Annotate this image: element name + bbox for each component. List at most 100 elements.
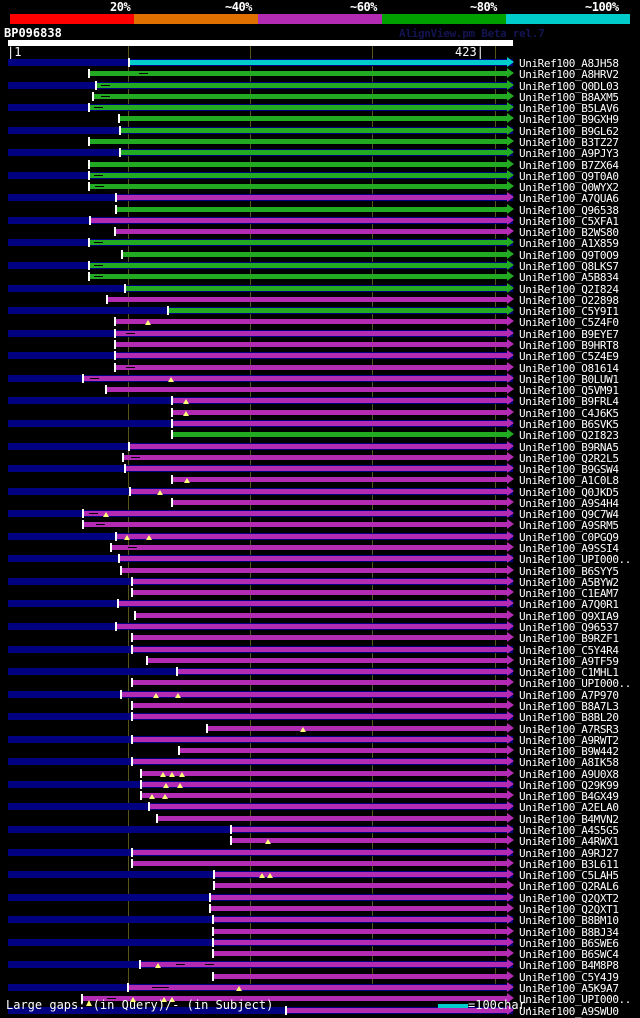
- hit-label[interactable]: UniRef100_A4RWX1: [519, 835, 619, 849]
- hit-label[interactable]: UniRef100_C5Z4E9: [519, 350, 619, 364]
- hsp-bar[interactable]: [120, 567, 507, 573]
- hsp-bar[interactable]: [89, 217, 507, 223]
- hsp-bar[interactable]: [88, 138, 507, 144]
- alignment-row[interactable]: UniRef100_Q2I824: [0, 282, 640, 296]
- alignment-row[interactable]: UniRef100_O22898: [0, 293, 640, 307]
- hit-label[interactable]: UniRef100_A9RJ27: [519, 846, 619, 860]
- hit-label[interactable]: UniRef100_B9W442: [519, 745, 619, 759]
- hsp-bar[interactable]: [212, 917, 507, 923]
- alignment-row[interactable]: UniRef100_A9PJY3: [0, 147, 640, 159]
- hit-label[interactable]: UniRef100_Q2R2L5: [519, 451, 619, 465]
- alignment-row[interactable]: UniRef100_Q2R2L5: [0, 451, 640, 465]
- hit-label[interactable]: UniRef100_B9GXH9: [519, 113, 619, 127]
- alignment-row[interactable]: UniRef100_B9W442: [0, 745, 640, 759]
- alignment-row[interactable]: UniRef100_B9EYE7: [0, 327, 640, 340]
- hit-label[interactable]: UniRef100_C5Y4J9: [519, 970, 619, 984]
- hsp-bar[interactable]: [92, 93, 507, 99]
- hit-label[interactable]: UniRef100_B3L611: [519, 857, 619, 871]
- hsp-bar[interactable]: [213, 883, 507, 889]
- hit-label[interactable]: UniRef100_Q2QXT1: [519, 903, 619, 916]
- hsp-bar[interactable]: [119, 150, 507, 156]
- hit-label[interactable]: UniRef100_B8BM10: [519, 914, 619, 928]
- hsp-bar[interactable]: [212, 939, 507, 945]
- hsp-bar[interactable]: [115, 624, 507, 629]
- hsp-bar[interactable]: [131, 680, 507, 686]
- alignment-row[interactable]: UniRef100_B9GSW4: [0, 463, 640, 475]
- hsp-bar[interactable]: [139, 962, 507, 968]
- hit-label[interactable]: UniRef100_A9RWT2: [519, 733, 619, 747]
- alignment-row[interactable]: UniRef100_C1EAM7: [0, 587, 640, 599]
- hit-label[interactable]: UniRef100_A7Q0R1: [519, 598, 619, 612]
- hsp-bar[interactable]: [117, 601, 507, 607]
- hit-label[interactable]: UniRef100_Q9XIA9: [519, 609, 619, 623]
- hit-label[interactable]: UniRef100_C5Z4F0: [519, 316, 619, 330]
- alignment-row[interactable]: UniRef100_C5Y9I1: [0, 305, 640, 319]
- alignment-row[interactable]: UniRef100_O81614: [0, 361, 640, 374]
- alignment-row[interactable]: UniRef100_B4M8P8: [0, 959, 640, 973]
- hit-label[interactable]: UniRef100_B4M8P8: [519, 959, 619, 973]
- hit-label[interactable]: UniRef100_C5Y9I1: [519, 305, 619, 319]
- alignment-row[interactable]: UniRef100_B6SWE6: [0, 936, 640, 949]
- hsp-bar[interactable]: [82, 375, 507, 381]
- alignment-row[interactable]: UniRef100_A9S4H4: [0, 496, 640, 509]
- hsp-bar[interactable]: [118, 556, 507, 562]
- hit-label[interactable]: UniRef100_B9RNA5: [519, 440, 619, 454]
- alignment-row[interactable]: UniRef100_A1C0L8: [0, 474, 640, 488]
- hsp-bar[interactable]: [140, 770, 507, 776]
- hsp-bar[interactable]: [171, 409, 507, 415]
- alignment-row[interactable]: UniRef100_B6SVK5: [0, 417, 640, 430]
- hit-label[interactable]: UniRef100_O22898: [519, 293, 619, 307]
- alignment-row[interactable]: UniRef100_A9TF59: [0, 654, 640, 667]
- hit-label[interactable]: UniRef100_Q2I824: [519, 282, 619, 296]
- hsp-bar[interactable]: [148, 804, 507, 810]
- alignment-row[interactable]: UniRef100_B8BL20: [0, 711, 640, 723]
- hit-label[interactable]: UniRef100_A7QUA6: [519, 192, 619, 206]
- hit-label[interactable]: UniRef100_A1C0L8: [519, 474, 619, 488]
- hit-label[interactable]: UniRef100_Q9T0A0: [519, 169, 619, 183]
- hsp-bar[interactable]: [119, 127, 507, 133]
- alignment-row[interactable]: UniRef100_A7QUA6: [0, 192, 640, 206]
- alignment-row[interactable]: UniRef100_B9RZF1: [0, 632, 640, 644]
- hit-label[interactable]: UniRef100_A9SSI4: [519, 542, 619, 556]
- alignment-row[interactable]: UniRef100_Q9T0A0: [0, 169, 640, 183]
- alignment-row[interactable]: UniRef100_B9HRT8: [0, 339, 640, 351]
- alignment-row[interactable]: UniRef100_A9U0X8: [0, 767, 640, 781]
- hit-label[interactable]: UniRef100_B4MVN2: [519, 812, 619, 826]
- hsp-bar[interactable]: [115, 206, 507, 212]
- alignment-row[interactable]: UniRef100_C5Z4F0: [0, 316, 640, 330]
- alignment-row[interactable]: UniRef100_A5BYW2: [0, 575, 640, 588]
- hsp-bar[interactable]: [120, 691, 507, 697]
- hsp-bar[interactable]: [121, 251, 507, 257]
- alignment-row[interactable]: UniRef100_C5LAH5: [0, 869, 640, 881]
- hsp-bar[interactable]: [230, 827, 507, 833]
- hsp-bar[interactable]: [115, 533, 507, 539]
- alignment-row[interactable]: UniRef100_A9RJ27: [0, 846, 640, 860]
- hsp-bar[interactable]: [114, 353, 507, 359]
- alignment-row[interactable]: UniRef100_A8JH58: [0, 57, 640, 70]
- hit-label[interactable]: UniRef100_A8IK58: [519, 756, 619, 770]
- hsp-bar[interactable]: [82, 511, 507, 517]
- hsp-bar[interactable]: [124, 466, 507, 472]
- hsp-bar[interactable]: [131, 860, 507, 866]
- hsp-bar[interactable]: [171, 477, 507, 483]
- hit-label[interactable]: UniRef100_B2WS80: [519, 226, 619, 240]
- hit-label[interactable]: UniRef100_Q2I823: [519, 429, 619, 443]
- hit-label[interactable]: UniRef100_B6SYY5: [519, 564, 619, 578]
- hit-label[interactable]: UniRef100_B8AXM5: [519, 90, 619, 104]
- hsp-bar[interactable]: [212, 951, 507, 957]
- hit-label[interactable]: UniRef100_A9SWU0: [519, 1004, 619, 1018]
- hit-label[interactable]: UniRef100_A4S5G5: [519, 824, 619, 838]
- alignment-row[interactable]: UniRef100_B4GX49: [0, 790, 640, 802]
- hsp-bar[interactable]: [156, 815, 507, 821]
- hit-label[interactable]: UniRef100_Q9C7W4: [519, 508, 619, 522]
- hsp-bar[interactable]: [114, 319, 507, 325]
- hit-label[interactable]: UniRef100_Q5VM91: [519, 384, 619, 398]
- hit-label[interactable]: UniRef100_A8JH58: [519, 57, 619, 70]
- alignment-row[interactable]: UniRef100_B4MVN2: [0, 812, 640, 826]
- hit-label[interactable]: UniRef100_Q8LKS7: [519, 260, 619, 274]
- alignment-row[interactable]: UniRef100_Q96537: [0, 621, 640, 633]
- hsp-bar[interactable]: [127, 984, 507, 990]
- hit-label[interactable]: UniRef100_A9U0X8: [519, 767, 619, 781]
- alignment-row[interactable]: UniRef100_C5Y4R4: [0, 643, 640, 656]
- hsp-bar[interactable]: [114, 330, 507, 336]
